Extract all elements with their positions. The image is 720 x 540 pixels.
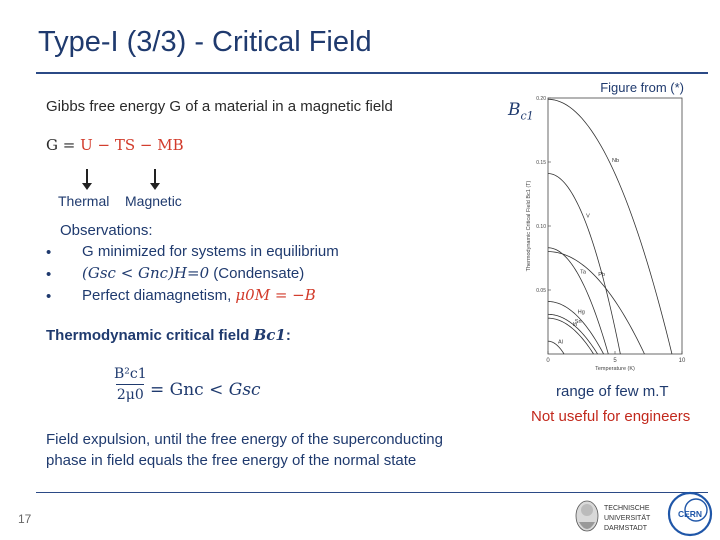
- gibbs-equation: G = U − TS − MB: [46, 136, 184, 154]
- rhs-text: = Gnc <: [150, 380, 229, 400]
- x-tick-1: 5: [613, 358, 617, 364]
- thermal-arrow-icon: [82, 169, 92, 190]
- fraction-bar: [116, 384, 145, 385]
- curve-v: [547, 173, 621, 355]
- cern-logo: CERN: [667, 491, 713, 537]
- observation-2-text: (Condensate): [209, 265, 305, 282]
- y-axis-label: Thermodynamic Critical Field Bc1 (T): [526, 180, 532, 271]
- darwin-portrait-icon: [575, 500, 599, 532]
- y-tick-1: 0.10: [536, 224, 546, 230]
- curve-in: [547, 317, 594, 355]
- magnetic-arrow-icon: [150, 169, 160, 190]
- curve-sn: [547, 313, 598, 355]
- curve-label-hg: Hg: [578, 310, 585, 316]
- bullet-2: •: [46, 266, 52, 283]
- curve-ta: [547, 247, 609, 355]
- range-note: range of few m.T: [556, 383, 669, 400]
- gibbs-eq-ts: − TS: [92, 136, 136, 154]
- curve-label-ta: Ta: [580, 269, 587, 275]
- field-expulsion-line-1: Field expulsion, until the free energy o…: [46, 431, 443, 448]
- critical-field-label: Thermodynamic critical field: [46, 327, 254, 344]
- slide-title: Type-I (3/3) - Critical Field: [38, 26, 372, 58]
- y-tick-0: 0.05: [536, 288, 546, 294]
- field-expulsion-line-2: phase in field equals the free energy of…: [46, 452, 417, 469]
- thermal-label: Thermal: [58, 193, 110, 209]
- tu-darmstadt-logo: TECHNISCHE UNIVERSITÄT DARMSTADT: [575, 500, 651, 532]
- curve-pb: [547, 251, 645, 355]
- tud-line-2: UNIVERSITÄT: [604, 514, 651, 522]
- fraction-numerator: B²c1: [114, 366, 147, 382]
- observation-2-math: (Gsc < Gnc)H=0: [82, 264, 210, 282]
- observation-3-text: Perfect diamagnetism,: [82, 287, 236, 304]
- page-number: 17: [18, 512, 32, 526]
- magnetic-label: Magnetic: [125, 193, 182, 209]
- bc1-subscript: c1: [520, 109, 534, 123]
- curve-label-sn: Sn: [575, 319, 582, 325]
- footer-divider: [36, 492, 708, 493]
- observation-3: Perfect diamagnetism, μ0M = −B: [82, 286, 316, 304]
- gibbs-eq-lhs: G =: [46, 136, 81, 154]
- x-axis-label: Temperature (K): [595, 366, 635, 372]
- tud-line-1: TECHNISCHE: [604, 505, 650, 512]
- fraction-denominator: 2μ0: [116, 387, 144, 403]
- cern-text: CERN: [678, 509, 702, 519]
- observations-title: Observations:: [60, 222, 153, 239]
- curve-label-nb: Nb: [612, 158, 619, 164]
- y-tick-3: 0.20: [536, 96, 546, 102]
- critical-field-rhs: = Gnc < Gsc: [150, 380, 261, 400]
- bullet-3: •: [46, 288, 52, 305]
- curve-nb: [547, 98, 673, 355]
- x-tick-0: 0: [546, 358, 550, 364]
- tud-line-3: DARMSTADT: [604, 525, 648, 532]
- observation-2: (Gsc < Gnc)H=0 (Condensate): [82, 264, 304, 282]
- curve-label-v: V: [586, 214, 590, 220]
- curve-al: [547, 340, 565, 355]
- rhs-italic: Gsc: [228, 380, 261, 400]
- not-useful-note: Not useful for engineers: [531, 408, 691, 425]
- critical-field-fraction: B²c1 2μ0: [114, 366, 147, 403]
- bc1-label: Bc1: [508, 100, 534, 122]
- gibbs-intro: Gibbs free energy G of a material in a m…: [46, 98, 393, 115]
- x-tick-2: 10: [679, 358, 686, 364]
- gibbs-eq-u: U: [80, 136, 93, 154]
- observation-1: G minimized for systems in equilibrium: [82, 243, 339, 260]
- gibbs-eq-mb: − MB: [135, 136, 184, 154]
- critical-field-colon: :: [285, 327, 291, 344]
- bullet-1: •: [46, 244, 52, 261]
- curve-hg: [547, 301, 604, 355]
- critical-field-symbol: Bc1: [253, 326, 286, 344]
- y-tick-2: 0.15: [536, 160, 546, 166]
- bc1-symbol: B: [508, 100, 521, 120]
- figure-source: Figure from (*): [600, 80, 684, 95]
- curve-label-in: In: [573, 322, 578, 328]
- curve-label-al: Al: [558, 339, 563, 345]
- title-divider: [36, 72, 708, 74]
- critical-field-heading: Thermodynamic critical field Bc1:: [46, 326, 291, 344]
- curve-label-pb: Pb: [598, 272, 605, 278]
- observation-3-math: μ0M = −B: [235, 286, 316, 304]
